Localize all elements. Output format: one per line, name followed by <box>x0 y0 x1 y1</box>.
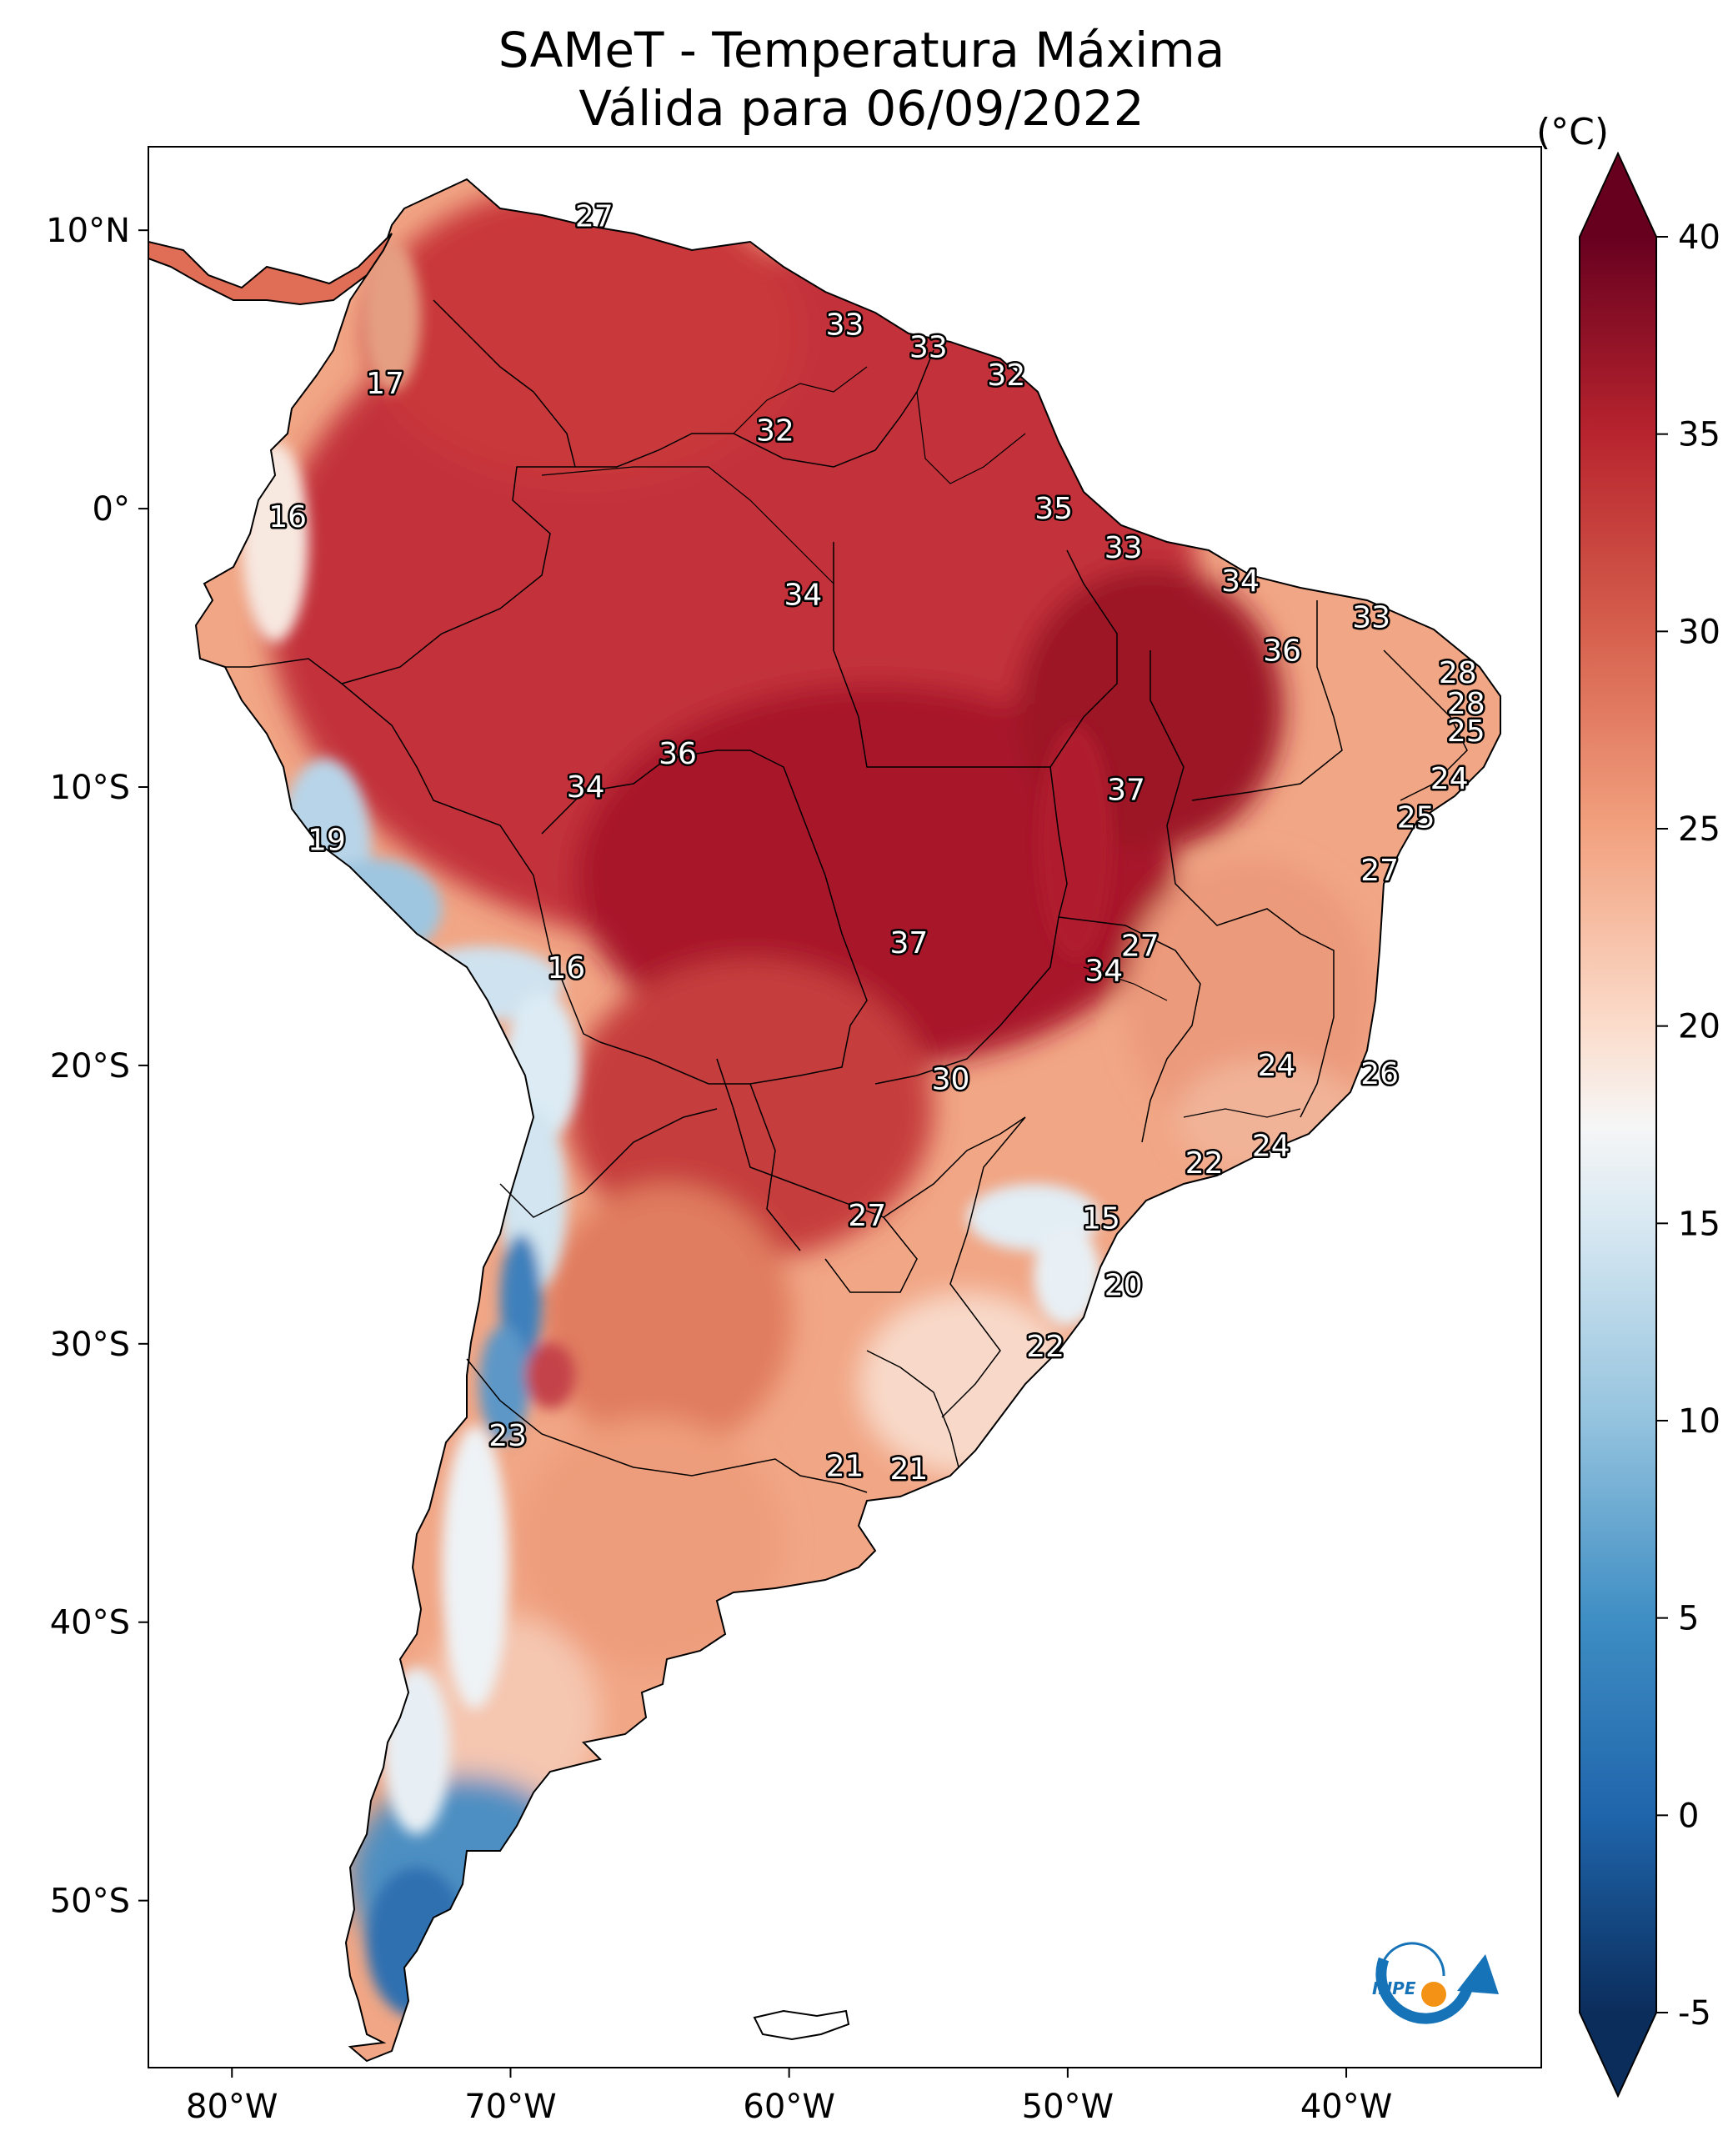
temperature-label: 15 <box>1082 1202 1120 1236</box>
temperature-label: 25 <box>1397 801 1435 835</box>
logo-dot-icon <box>1421 1982 1446 2007</box>
temperature-label: 21 <box>889 1452 928 1487</box>
temperature-label: 20 <box>1104 1269 1143 1303</box>
logo-orbit-icon <box>1382 1942 1445 1977</box>
map-title-line-1: SAMeT - Temperatura Máxima <box>498 22 1225 78</box>
colorbar-ticks: 40 35 30 25 20 15 10 5 0 -5 <box>1656 218 1720 2033</box>
lon-tick-label: 60°W <box>743 2088 834 2126</box>
latitude-axis: 10°N 0° 10°S 20°S 30°S 40°S 50°S <box>46 212 148 1921</box>
temperature-label: 24 <box>1252 1130 1290 1164</box>
map-frame <box>148 146 1542 2068</box>
temperature-label: 22 <box>1026 1330 1064 1364</box>
lon-tick-label: 70°W <box>464 2088 556 2126</box>
lat-tick-label: 50°S <box>50 1883 130 1921</box>
colorbar-tick-label: 20 <box>1678 1008 1720 1046</box>
colorbar-unit-label: (°C) <box>1536 111 1610 153</box>
temperature-label: 22 <box>1185 1146 1224 1181</box>
temperature-label: 28 <box>1447 687 1485 721</box>
temperature-label: 33 <box>1104 531 1143 565</box>
lon-tick-label: 40°W <box>1300 2088 1392 2126</box>
temperature-label: 34 <box>784 579 822 613</box>
temperature-label: 16 <box>268 500 307 534</box>
colorbar-tick-label: 0 <box>1678 1797 1699 1835</box>
coastline <box>194 178 1501 2063</box>
temperature-label: 19 <box>308 823 346 857</box>
logo-arrow-icon <box>1457 1954 1499 1994</box>
logo-text: INPE <box>1372 1978 1416 1998</box>
temperature-label: 24 <box>1430 762 1469 796</box>
colorbar-tick-label: 25 <box>1678 810 1720 849</box>
temperature-label: 25 <box>1447 714 1485 749</box>
lat-tick-label: 0° <box>93 490 130 529</box>
temperature-label: 30 <box>932 1063 970 1097</box>
colorbar-tick-label: -5 <box>1678 1994 1711 2033</box>
colorbar: 40 35 30 25 20 15 10 5 0 -5 <box>1579 151 1720 2098</box>
temperature-label: 34 <box>1221 564 1260 599</box>
colorbar-tick-label: 5 <box>1678 1600 1699 1638</box>
colorbar-bar <box>1579 151 1657 2098</box>
temperature-label: 21 <box>826 1450 864 1484</box>
temperature-label: 36 <box>1263 634 1301 668</box>
temperature-label: 34 <box>1084 954 1123 988</box>
temperature-label: 27 <box>1360 854 1399 888</box>
temperature-label: 36 <box>659 737 697 771</box>
lon-tick-label: 50°W <box>1022 2088 1114 2126</box>
temperature-label: 17 <box>366 367 404 401</box>
lat-tick-label: 20°S <box>50 1047 130 1086</box>
temperature-label: 34 <box>567 770 605 805</box>
colorbar-tick-label: 40 <box>1678 218 1720 257</box>
temperature-label: 27 <box>1121 929 1160 963</box>
temperature-label: 33 <box>1352 600 1390 634</box>
colorbar-tick-label: 15 <box>1678 1205 1720 1243</box>
temperature-label: 16 <box>547 951 585 985</box>
temperature-label: 23 <box>488 1419 527 1453</box>
temperature-label: 37 <box>1107 773 1145 807</box>
temperature-label: 32 <box>756 414 794 449</box>
temperature-label: 28 <box>1439 656 1477 690</box>
falkland-islands <box>753 2009 850 2041</box>
temperature-label: 27 <box>848 1199 886 1233</box>
inpe-logo: INPE <box>1372 1942 1499 2024</box>
temperature-label: 33 <box>909 330 948 364</box>
temperature-label: 27 <box>575 199 614 233</box>
map-title-line-2: Válida para 06/09/2022 <box>579 80 1144 137</box>
lon-tick-label: 80°W <box>186 2088 278 2126</box>
temperature-label: 35 <box>1034 492 1073 526</box>
colorbar-tick-label: 35 <box>1678 416 1720 454</box>
temperature-label: 26 <box>1360 1057 1399 1091</box>
lat-tick-label: 30°S <box>50 1326 130 1364</box>
regional-borders <box>541 366 1301 1118</box>
temperature-label: 37 <box>889 926 928 960</box>
temperature-label: 32 <box>987 358 1025 393</box>
temperature-label: 33 <box>826 308 864 343</box>
logo-swoosh-icon <box>1375 1957 1473 2024</box>
country-borders <box>225 299 1468 1493</box>
colorbar-tick-label: 30 <box>1678 613 1720 651</box>
lat-tick-label: 10°N <box>46 212 130 250</box>
temperature-label: 24 <box>1258 1049 1296 1083</box>
lat-tick-label: 10°S <box>50 769 130 807</box>
central-america <box>148 233 393 306</box>
colorbar-tick-label: 10 <box>1678 1402 1720 1441</box>
lat-tick-label: 40°S <box>50 1604 130 1642</box>
longitude-axis: 80°W 70°W 60°W 50°W 40°W <box>186 2068 1392 2126</box>
